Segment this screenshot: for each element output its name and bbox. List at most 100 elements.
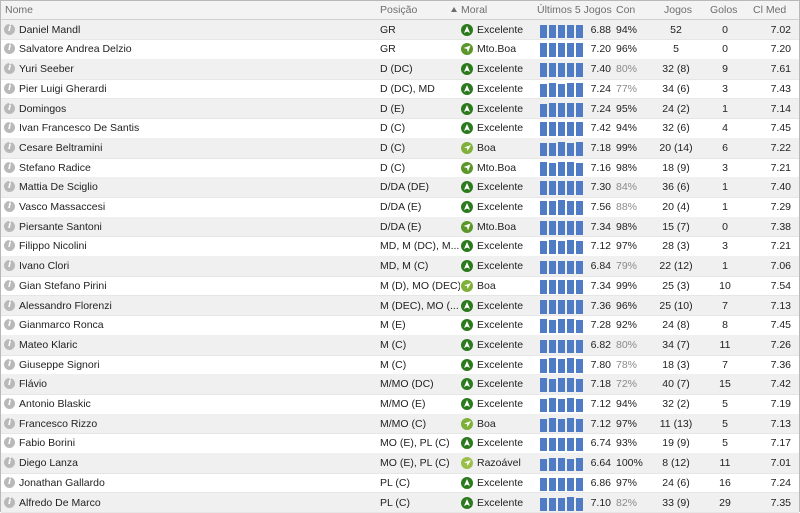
player-apps: 32 (8) [641,63,711,75]
player-name[interactable]: Francesco Rizzo [19,418,97,430]
player-apps: 28 (3) [641,240,711,252]
player-condition: 93% [616,437,637,449]
info-icon[interactable]: i [4,319,15,330]
player-name[interactable]: Filippo Nicolini [19,240,87,252]
player-name[interactable]: Cesare Beltramini [19,142,102,154]
player-name[interactable]: Antonio Blaskic [19,398,91,410]
info-icon[interactable]: i [4,378,15,389]
form-bar [558,142,565,156]
player-goals: 0 [719,24,731,36]
player-name[interactable]: Flávio [19,378,47,390]
arrow-up-icon [461,260,473,272]
info-icon[interactable]: i [4,201,15,212]
info-icon[interactable]: i [4,339,15,350]
col-header-position[interactable]: Posição [380,4,417,16]
col-header-morale[interactable]: Moral [461,4,487,16]
info-icon[interactable]: i [4,43,15,54]
col-header-con[interactable]: Con [616,4,635,16]
col-header-last5[interactable]: Últimos 5 Jogos [537,4,612,16]
player-name[interactable]: Stefano Radice [19,162,91,174]
player-name[interactable]: Mattia De Sciglio [19,181,98,193]
player-goals: 6 [719,142,731,154]
col-header-apps[interactable]: Jogos [664,4,692,16]
form-bar [540,221,547,235]
player-name[interactable]: Fabio Borini [19,437,75,449]
player-name[interactable]: Giuseppe Signori [19,359,100,371]
player-name[interactable]: Jonathan Gallardo [19,477,105,489]
info-icon[interactable]: i [4,221,15,232]
player-name[interactable]: Ivano Clori [19,260,69,272]
form-bar [576,438,583,451]
info-icon[interactable]: i [4,398,15,409]
player-name[interactable]: Pier Luigi Gherardi [19,83,107,95]
player-name[interactable]: Ivan Francesco De Santis [19,122,139,134]
info-icon[interactable]: i [4,457,15,468]
info-icon[interactable]: i [4,477,15,488]
player-goals: 29 [719,497,731,509]
player-name[interactable]: Vasco Massaccesi [19,201,105,213]
player-name[interactable]: Piersante Santoni [19,221,102,233]
last5-average: 7.24 [587,103,611,115]
player-name[interactable]: Alessandro Florenzi [19,300,112,312]
info-icon[interactable]: i [4,83,15,94]
player-name[interactable]: Daniel Mandl [19,24,80,36]
player-name[interactable]: Salvatore Andrea Delzio [19,43,132,55]
player-position: MD, M (C) [380,260,428,272]
info-icon[interactable]: i [4,418,15,429]
player-name[interactable]: Gianmarco Ronca [19,319,104,331]
player-morale: Excelente [477,477,523,489]
player-name[interactable]: Domingos [19,103,66,115]
info-icon[interactable]: i [4,260,15,271]
last5-average: 7.24 [587,83,611,95]
player-name[interactable]: Alfredo De Marco [19,497,101,509]
info-icon[interactable]: i [4,497,15,508]
col-header-goals[interactable]: Golos [710,4,737,16]
info-icon[interactable]: i [4,142,15,153]
info-icon[interactable]: i [4,359,15,370]
player-name[interactable]: Diego Lanza [19,457,78,469]
col-header-name[interactable]: Nome [5,4,33,16]
player-morale: Boa [477,280,496,292]
player-condition: 96% [616,43,637,55]
info-icon[interactable]: i [4,240,15,251]
info-icon[interactable]: i [4,122,15,133]
info-icon[interactable]: i [4,437,15,448]
info-icon[interactable]: i [4,162,15,173]
player-name[interactable]: Mateo Klaric [19,339,77,351]
info-icon[interactable]: i [4,280,15,291]
info-icon[interactable]: i [4,63,15,74]
form-bar [576,181,583,195]
info-icon[interactable]: i [4,103,15,114]
player-name[interactable]: Gian Stefano Pirini [19,280,107,292]
info-icon[interactable]: i [4,300,15,311]
player-name[interactable]: Yuri Seeber [19,63,74,75]
col-header-avg[interactable]: Cl Med [753,4,786,16]
info-icon[interactable]: i [4,24,15,35]
info-icon[interactable]: i [4,181,15,192]
